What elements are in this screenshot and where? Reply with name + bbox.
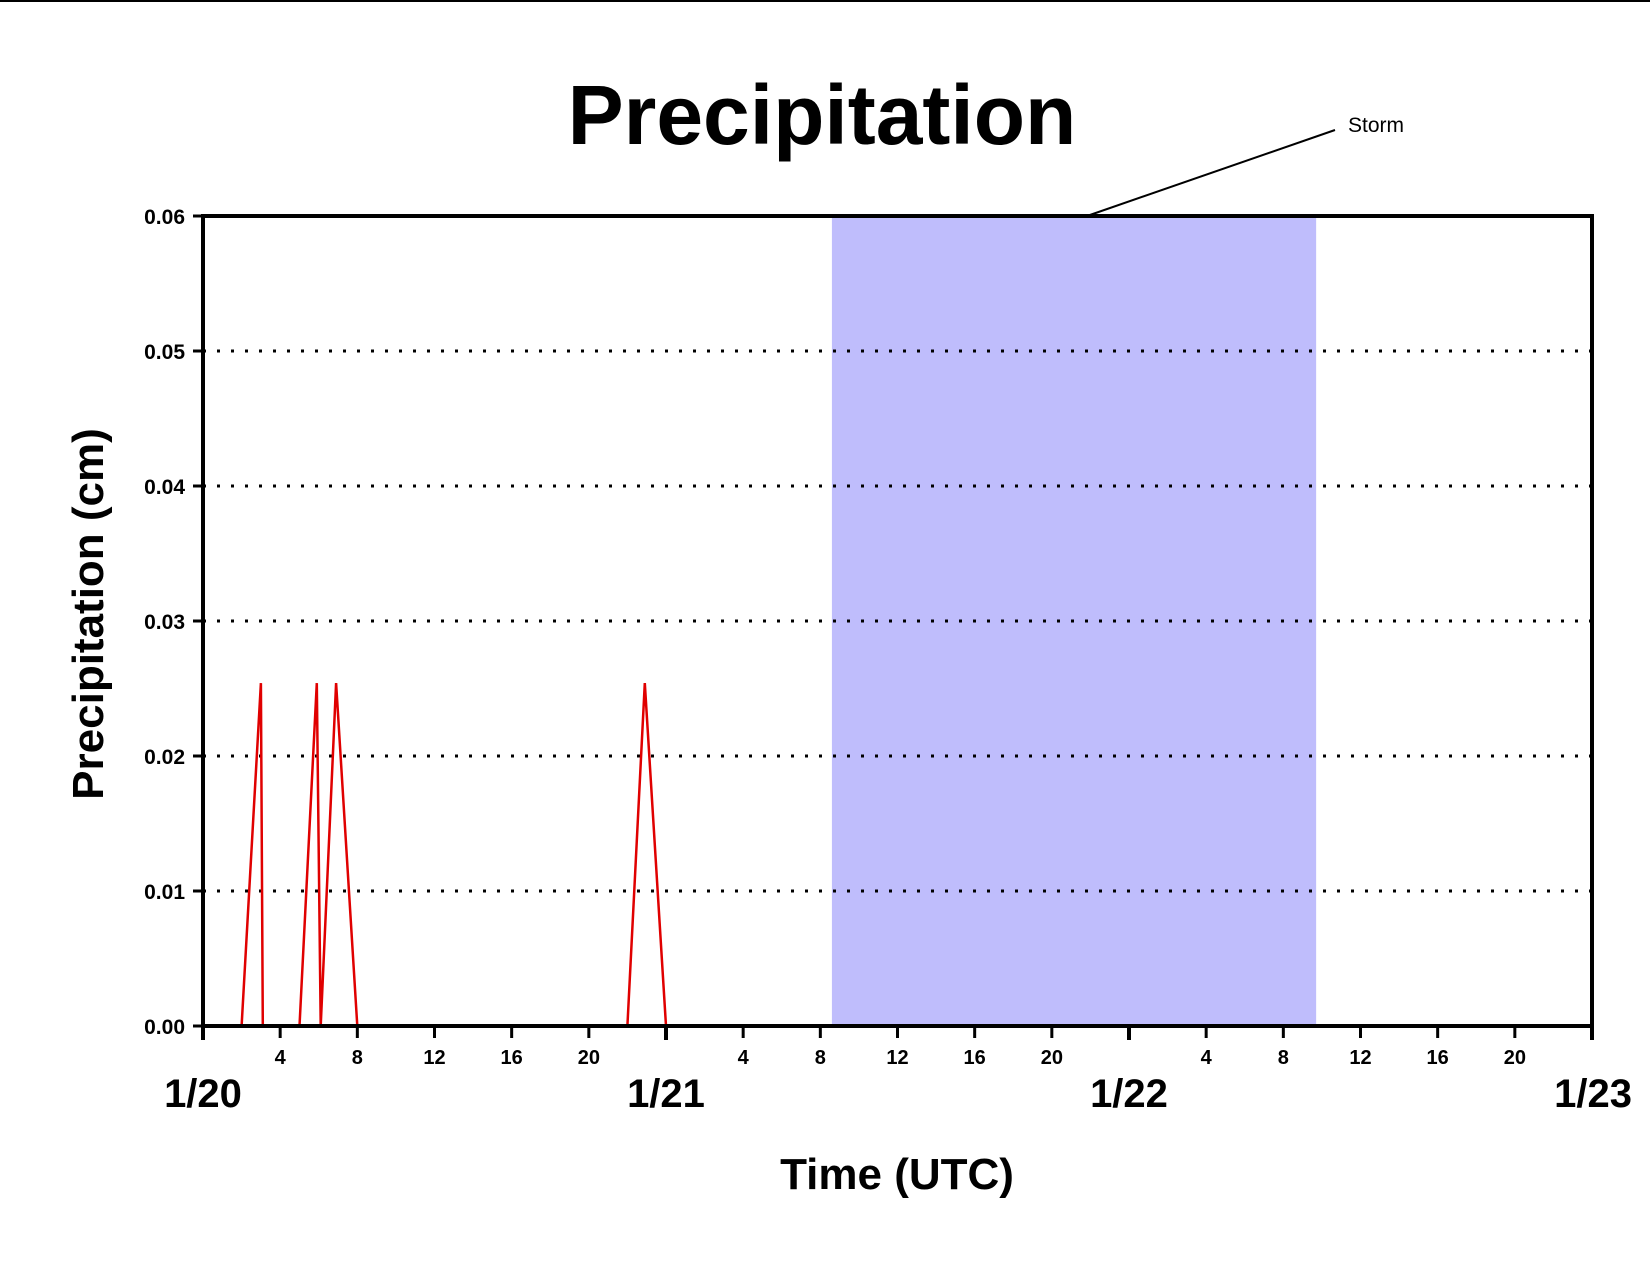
storm-annotation-label: Storm <box>1348 114 1404 137</box>
x-tick-label: 4 <box>1201 1047 1213 1069</box>
x-tick-label: 4 <box>275 1047 287 1069</box>
x-tick-label: 20 <box>1504 1047 1526 1069</box>
x-tick-label: 4 <box>738 1047 750 1069</box>
x-tick-label: 20 <box>578 1047 600 1069</box>
x-axis-ticks: 4 8 12 16 20 4 8 12 16 20 4 8 12 16 20 1/20 1/21 1/22 1/23 <box>164 1026 1632 1116</box>
storm-shaded-region <box>831 216 1317 1026</box>
x-major-tick-label: 1/20 <box>164 1072 242 1116</box>
x-tick-label: 12 <box>886 1047 908 1069</box>
y-tick-label: 0.02 <box>144 746 185 769</box>
y-tick-label: 0.01 <box>144 881 185 904</box>
y-tick-label: 0.05 <box>144 341 185 364</box>
x-tick-label: 20 <box>1041 1047 1063 1069</box>
x-tick-label: 12 <box>423 1047 445 1069</box>
x-tick-label: 8 <box>352 1047 363 1069</box>
y-tick-label: 0.04 <box>144 476 185 499</box>
chart-title: Precipitation <box>568 68 1077 162</box>
x-tick-label: 16 <box>501 1047 523 1069</box>
y-tick-label: 0.00 <box>144 1016 185 1039</box>
y-axis-label: Precipitation (cm) <box>64 428 113 800</box>
x-tick-label: 16 <box>964 1047 986 1069</box>
x-tick-label: 8 <box>815 1047 826 1069</box>
x-tick-label: 12 <box>1349 1047 1371 1069</box>
storm-annotation-line <box>1086 129 1336 217</box>
y-tick-label: 0.06 <box>144 206 185 229</box>
x-major-tick-label: 1/21 <box>627 1072 705 1116</box>
x-tick-label: 8 <box>1278 1047 1289 1069</box>
x-major-tick-label: 1/22 <box>1090 1072 1168 1116</box>
x-axis-label: Time (UTC) <box>780 1150 1014 1199</box>
x-major-tick-label: 1/23 <box>1554 1072 1632 1116</box>
y-axis-ticks: 0.00 0.01 0.02 0.03 0.04 0.05 0.06 <box>144 206 203 1039</box>
y-tick-label: 0.03 <box>144 611 185 634</box>
x-tick-label: 16 <box>1427 1047 1449 1069</box>
